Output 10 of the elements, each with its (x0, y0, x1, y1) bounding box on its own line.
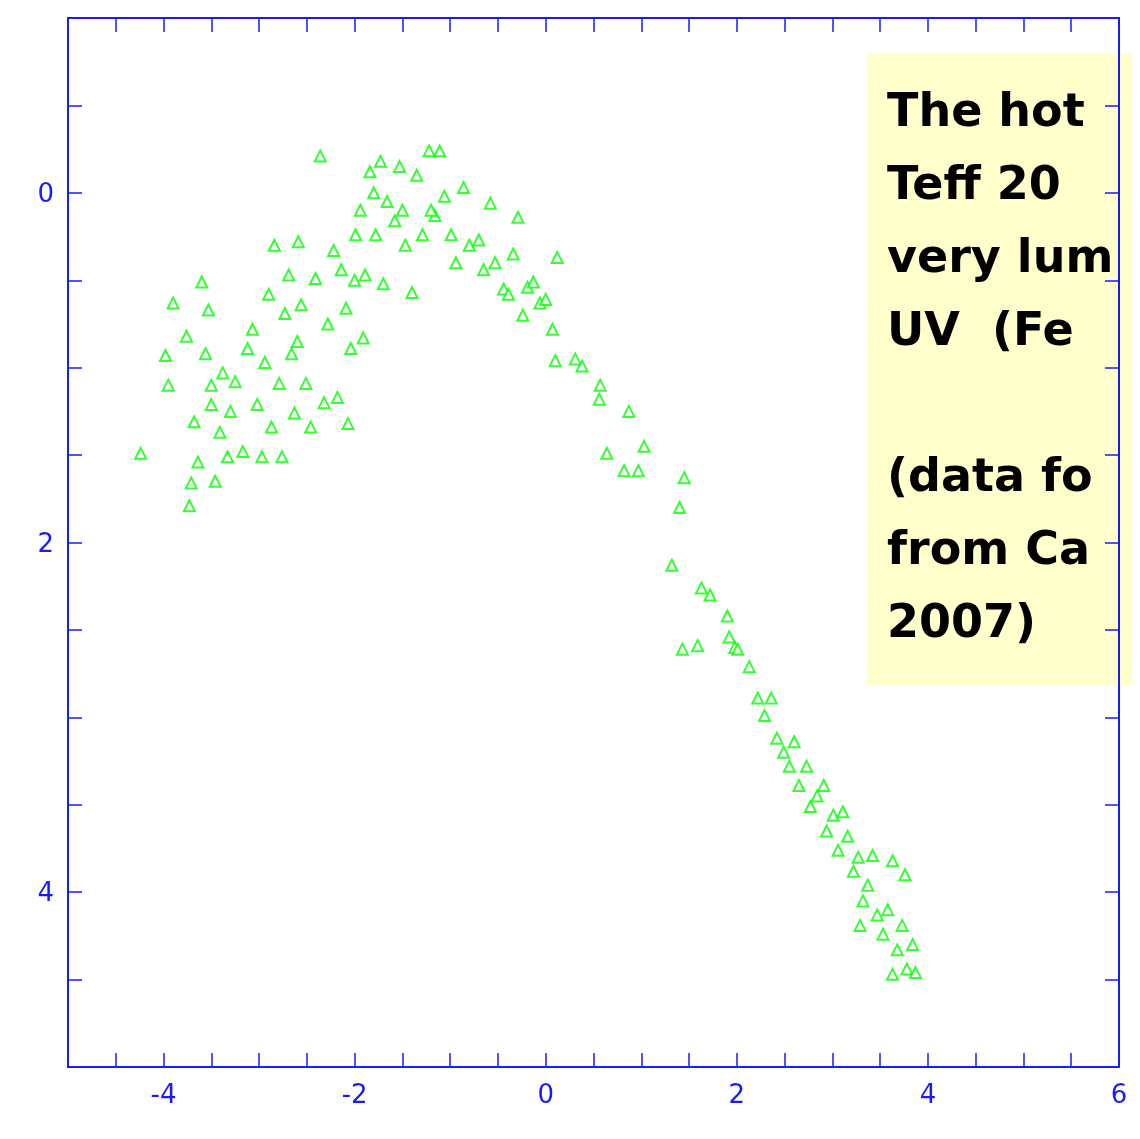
x-tick-label: -4 (150, 1079, 177, 1109)
x-tick-label: 0 (537, 1079, 554, 1109)
text: The hot Teff 20 very lum UV (Fe (data fo from Ca 2007) (887, 82, 1114, 648)
y-tick-label: 4 (37, 877, 54, 908)
x-tick-label: 2 (728, 1079, 746, 1109)
y-tick-label: 2 (37, 527, 54, 558)
x-tick-label: -2 (341, 1079, 368, 1109)
x-tick-label: 6 (1110, 1079, 1128, 1109)
y-tick-label: 0 (37, 177, 54, 208)
x-tick-label: 4 (919, 1079, 937, 1109)
